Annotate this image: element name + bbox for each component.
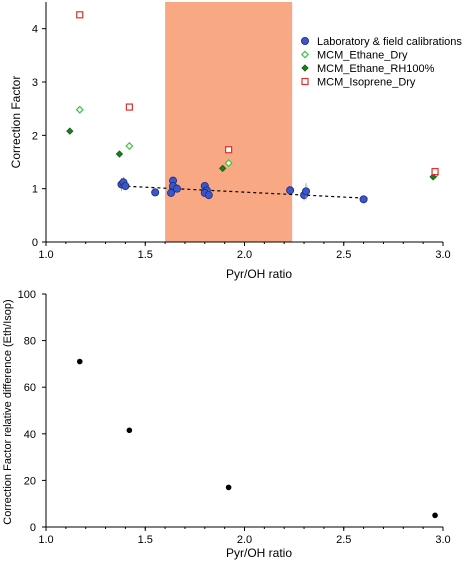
x-axis-title: Pyr/OH ratio [226, 546, 292, 560]
data-point-series-1 [125, 141, 134, 151]
data-point-series-0 [204, 191, 213, 200]
y-tick-label: 20 [24, 475, 36, 487]
x-tick-label: 2.5 [336, 534, 351, 546]
trendline-group [121, 185, 368, 199]
data-points-group [76, 358, 438, 519]
data-point-series-0 [286, 186, 295, 195]
data-points-group [66, 11, 440, 204]
data-point-series-1 [75, 105, 84, 114]
shaded-range-region [165, 2, 293, 242]
x-tick-label: 3.0 [435, 249, 450, 261]
data-point-series-3 [76, 11, 84, 19]
data-point-series-0 [173, 184, 182, 193]
data-point-3 [432, 512, 438, 519]
y-axis-title: Correction Factor [9, 76, 23, 169]
legend-marker-1 [300, 50, 310, 59]
x-tick-label: 2.0 [237, 534, 252, 546]
data-point-series-2 [429, 173, 437, 181]
x-tick-label: 3.0 [435, 534, 450, 546]
data-point-series-0 [302, 187, 311, 196]
shaded-region-rect [165, 2, 293, 242]
y-tick-label: 3 [32, 77, 38, 89]
legend-marker-2 [301, 64, 309, 72]
x-axis-title: Pyr/OH ratio [226, 267, 292, 281]
x-tick-label: 1.5 [138, 249, 153, 261]
x-tick-label: 1.0 [38, 249, 53, 261]
data-point-series-2 [219, 164, 227, 173]
legend-label-2: MCM_Ethane_RH100% [317, 63, 435, 75]
y-tick-label: 80 [24, 336, 36, 348]
y-tick-label: 40 [24, 429, 36, 441]
y-tick-label: 4 [32, 24, 38, 36]
legend-marker-3 [301, 77, 309, 86]
data-point-series-1 [224, 159, 233, 168]
y-tick-label: 1 [32, 184, 38, 196]
data-point-0 [76, 358, 83, 365]
y-axis-title: Correction Factor relative difference (E… [2, 299, 14, 524]
data-point-series-3 [225, 146, 233, 154]
axes-group: 1.0 1.5 2.0 2.5 3.0 0 20 40 60 80 100 [18, 289, 451, 546]
y-tick-label: 60 [24, 382, 36, 394]
y-tick-label: 100 [18, 289, 36, 301]
chart-correction-factor: 1.0 1.5 2.0 2.5 3.0 0 1 2 3 4 Pyr/OH ratio Correc… [9, 2, 462, 281]
x-tick-label: 2.0 [237, 249, 252, 261]
chart-relative-difference: 1.0 1.5 2.0 2.5 3.0 0 20 40 60 80 100 Pyr/OH ratio… [2, 289, 451, 560]
data-point-series-3 [431, 168, 439, 176]
y-tick-label: 0 [30, 522, 36, 534]
x-tick-label: 2.5 [336, 249, 351, 261]
legend-label-3: MCM_Isoprene_Dry [317, 77, 416, 89]
data-point-series-0 [359, 195, 368, 204]
y-tick-label: 2 [32, 130, 38, 142]
data-point-series-3 [125, 103, 133, 111]
axes-group: 1.0 1.5 2.0 2.5 3.0 0 1 2 3 4 [32, 2, 451, 261]
data-point-series-0 [121, 181, 130, 190]
data-point-2 [225, 484, 232, 491]
legend: Laboratory & field calibrations MCM_Ethan… [300, 36, 462, 89]
x-tick-label: 1.0 [38, 534, 53, 546]
y-tick-label: 0 [32, 237, 38, 249]
data-point-series-2 [115, 150, 124, 158]
legend-label-1: MCM_Ethane_Dry [317, 50, 408, 62]
legend-marker-0 [300, 37, 309, 46]
legend-label-0: Laboratory & field calibrations [317, 36, 462, 48]
data-point-series-0 [151, 188, 160, 197]
data-point-1 [126, 427, 133, 434]
trendline [121, 185, 368, 199]
x-tick-label: 1.5 [138, 534, 153, 546]
data-point-series-2 [66, 127, 74, 135]
